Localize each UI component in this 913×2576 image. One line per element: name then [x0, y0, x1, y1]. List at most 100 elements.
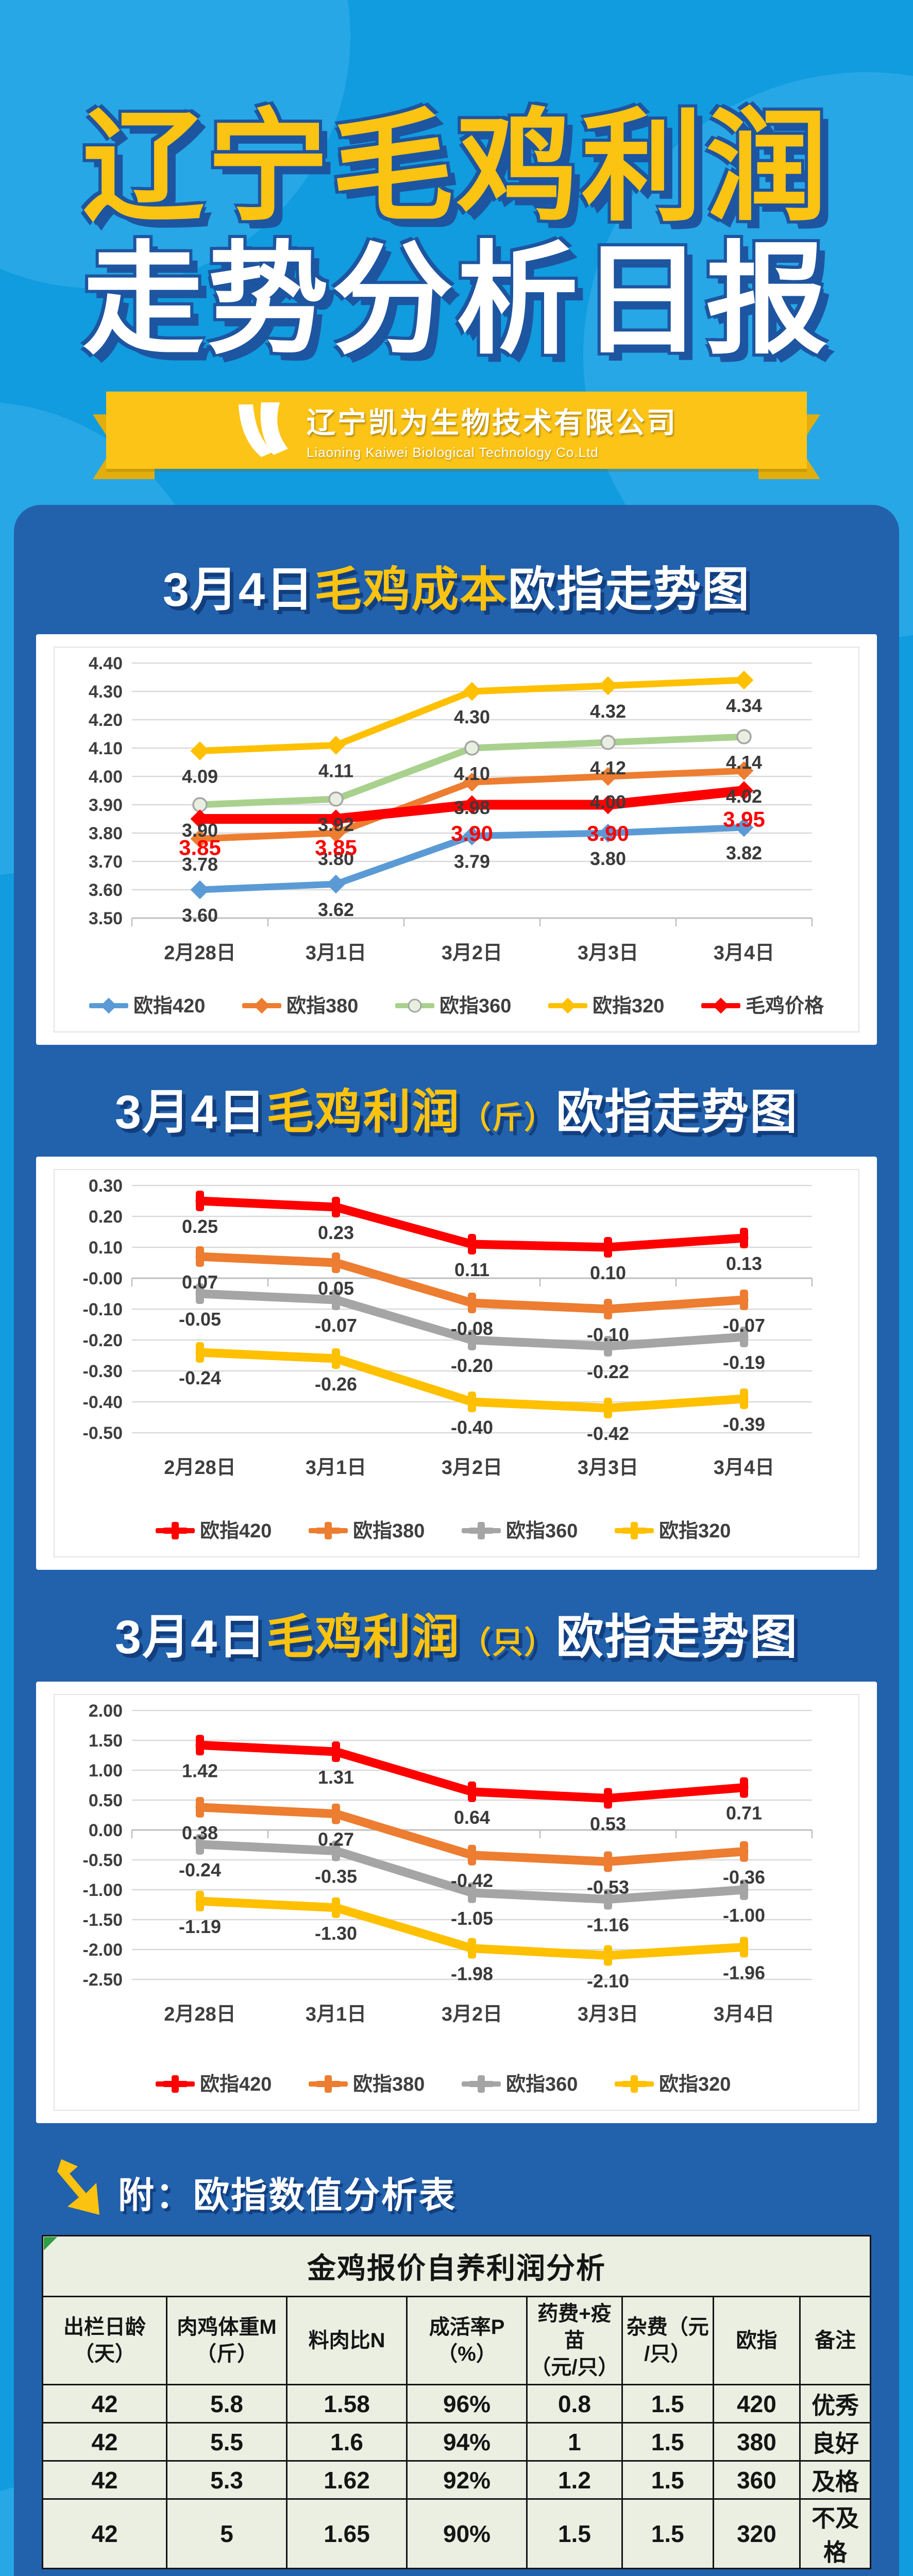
svg-text:0.20: 0.20 [89, 1207, 123, 1227]
svg-text:4.30: 4.30 [454, 706, 490, 727]
svg-text:-0.24: -0.24 [179, 1367, 221, 1388]
chart2-title: 3月4日毛鸡利润（斤）欧指走势图 [14, 1074, 899, 1142]
svg-text:3.78: 3.78 [182, 854, 218, 875]
chart2-title-prefix: 3月4日 [114, 1086, 267, 1139]
table-cell: 96% [406, 2384, 528, 2424]
profit-per-jin-line-chart: 0.30 0.20 0.10 -0.00 -0.10 -0.20 -0.30 -0.40 -0.… [54, 1169, 859, 1558]
svg-text:-0.00: -0.00 [83, 1269, 123, 1289]
svg-text:0.10: 0.10 [89, 1238, 123, 1258]
svg-text:-0.42: -0.42 [587, 1423, 629, 1444]
table-cell: 380 [712, 2422, 801, 2462]
svg-text:4.10: 4.10 [89, 739, 123, 758]
cost-line-chart: 4.40 4.30 4.20 4.10 4.00 3.90 3.80 3.70 3.60 3.50… [54, 647, 859, 1033]
svg-text:4.32: 4.32 [590, 701, 626, 722]
svg-text:3月3日: 3月3日 [578, 2004, 638, 2025]
table-cell: 5 [166, 2498, 288, 2570]
svg-text:-0.07: -0.07 [315, 1315, 357, 1336]
table-header-cell: 料肉比N [286, 2296, 408, 2386]
svg-text:2月28日: 2月28日 [164, 2004, 235, 2025]
chart1-title-prefix: 3月4日 [162, 564, 315, 617]
svg-text:-2.10: -2.10 [587, 1971, 629, 1992]
svg-text:-0.50: -0.50 [83, 1423, 123, 1443]
table-header-cell: 杂费（元/只） [621, 2296, 714, 2386]
svg-text:0.71: 0.71 [726, 1803, 762, 1824]
table-header-cell: 出栏日龄 （天） [41, 2296, 168, 2386]
svg-text:-0.20: -0.20 [83, 1331, 123, 1350]
svg-text:2.00: 2.00 [89, 1701, 123, 1721]
svg-text:-0.10: -0.10 [83, 1300, 123, 1319]
company-name-en: Liaoning Kaiwei Biological Technology Co… [307, 445, 599, 461]
svg-text:-0.40: -0.40 [451, 1417, 493, 1438]
svg-text:-0.39: -0.39 [723, 1414, 765, 1435]
svg-text:3月4日: 3月4日 [714, 942, 774, 964]
table-cell: 1.5 [621, 2384, 714, 2424]
svg-text:3月1日: 3月1日 [306, 2004, 366, 2025]
svg-text:0.05: 0.05 [318, 1278, 354, 1299]
svg-text:-1.96: -1.96 [723, 1962, 765, 1984]
table-header-cell: 药费+疫苗 （元/只） [526, 2296, 623, 2386]
table-header-cell: 肉鸡体重M （斤） [166, 2296, 288, 2386]
svg-text:3.85: 3.85 [179, 836, 221, 860]
svg-text:欧指420: 欧指420 [133, 995, 205, 1017]
table-row: 42 5.3 1.62 92% 1.2 1.5 360 及格 [41, 2460, 871, 2500]
svg-text:4.11: 4.11 [318, 760, 353, 782]
svg-text:-1.30: -1.30 [315, 1923, 357, 1944]
table-cell: 1.65 [286, 2498, 408, 2570]
table-cell: 420 [712, 2384, 801, 2424]
svg-text:欧指360: 欧指360 [506, 1520, 578, 1542]
svg-text:-1.50: -1.50 [83, 1910, 123, 1930]
table-cell: 92% [406, 2460, 528, 2500]
chart3-title: 3月4日毛鸡利润（只）欧指走势图 [14, 1599, 899, 1667]
svg-text:3月4日: 3月4日 [714, 2004, 774, 2025]
table-cell: 42 [41, 2460, 168, 2500]
table-cell: 不及格 [799, 2498, 871, 2570]
table-cell: 1 [526, 2422, 623, 2462]
svg-text:3月2日: 3月2日 [442, 2004, 502, 2025]
table-cell: 良好 [799, 2422, 871, 2462]
table-cell: 1.5 [621, 2498, 714, 2570]
svg-text:-0.42: -0.42 [451, 1870, 493, 1891]
svg-text:欧指320: 欧指320 [659, 2074, 731, 2095]
svg-text:-0.07: -0.07 [723, 1315, 765, 1336]
svg-text:3.60: 3.60 [89, 880, 123, 900]
svg-text:0.38: 0.38 [182, 1822, 218, 1843]
table-row: 42 5.8 1.58 96% 0.8 1.5 420 优秀 [41, 2384, 871, 2424]
table-cell: 5.8 [166, 2384, 288, 2424]
svg-text:-0.10: -0.10 [587, 1324, 629, 1345]
svg-text:0.27: 0.27 [318, 1829, 354, 1850]
table-cell: 5.5 [166, 2422, 288, 2462]
chart3-title-prefix: 3月4日 [114, 1611, 267, 1664]
svg-text:0.53: 0.53 [590, 1814, 626, 1835]
svg-text:欧指380: 欧指380 [286, 995, 358, 1017]
table-cell: 1.6 [286, 2422, 408, 2462]
svg-text:-0.36: -0.36 [723, 1867, 765, 1888]
svg-text:3月2日: 3月2日 [442, 942, 502, 964]
svg-text:4.02: 4.02 [726, 786, 762, 807]
table-cell: 1.2 [526, 2460, 623, 2500]
svg-text:3.62: 3.62 [318, 899, 354, 920]
chart1-title-suffix: 欧指走势图 [508, 564, 751, 617]
table-cell: 94% [406, 2422, 528, 2462]
table-cell: 优秀 [799, 2384, 871, 2424]
svg-text:0.11: 0.11 [454, 1259, 489, 1280]
chart2-title-unit: （斤） [460, 1100, 556, 1136]
table-cell: 90% [406, 2498, 528, 2570]
svg-text:3.80: 3.80 [590, 848, 626, 869]
svg-text:-0.24: -0.24 [179, 1859, 221, 1880]
table-cell: 1.5 [526, 2498, 623, 2570]
chart3-title-highlight: 毛鸡利润 [266, 1611, 461, 1664]
svg-text:3.92: 3.92 [318, 814, 354, 835]
attachment-heading: 附：欧指数值分析表 [118, 2175, 457, 2216]
svg-text:-0.30: -0.30 [83, 1362, 123, 1381]
svg-text:0.00: 0.00 [89, 1821, 123, 1840]
svg-text:3.80: 3.80 [89, 824, 123, 843]
svg-text:3.50: 3.50 [89, 909, 123, 928]
main-title-line2: 走势分析日报 [82, 232, 831, 369]
svg-text:4.00: 4.00 [89, 767, 123, 787]
table-cell: 0.8 [526, 2384, 623, 2424]
svg-text:0.10: 0.10 [590, 1262, 626, 1283]
table-cell: 320 [712, 2498, 801, 2570]
chart2-title-suffix: 欧指走势图 [556, 1086, 799, 1139]
chart3-title-unit: （只） [460, 1625, 556, 1660]
table-header-cell: 成活率P （%） [406, 2296, 528, 2386]
